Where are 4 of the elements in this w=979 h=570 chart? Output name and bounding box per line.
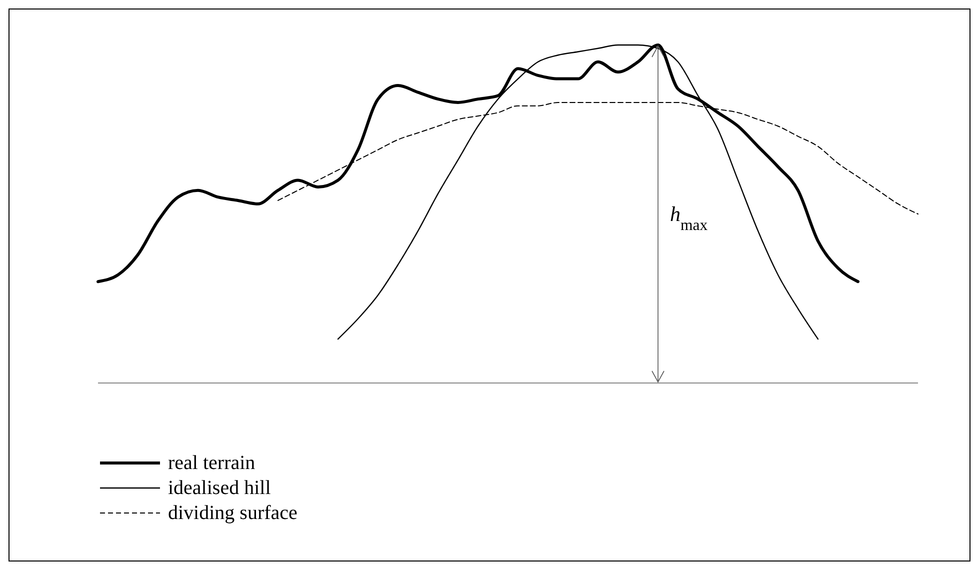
legend-label: real terrain [168, 452, 256, 474]
legend-label: idealised hill [168, 477, 272, 499]
annotation: h$_{max}$ [670, 202, 708, 234]
legend-label: dividing surface [168, 502, 298, 524]
